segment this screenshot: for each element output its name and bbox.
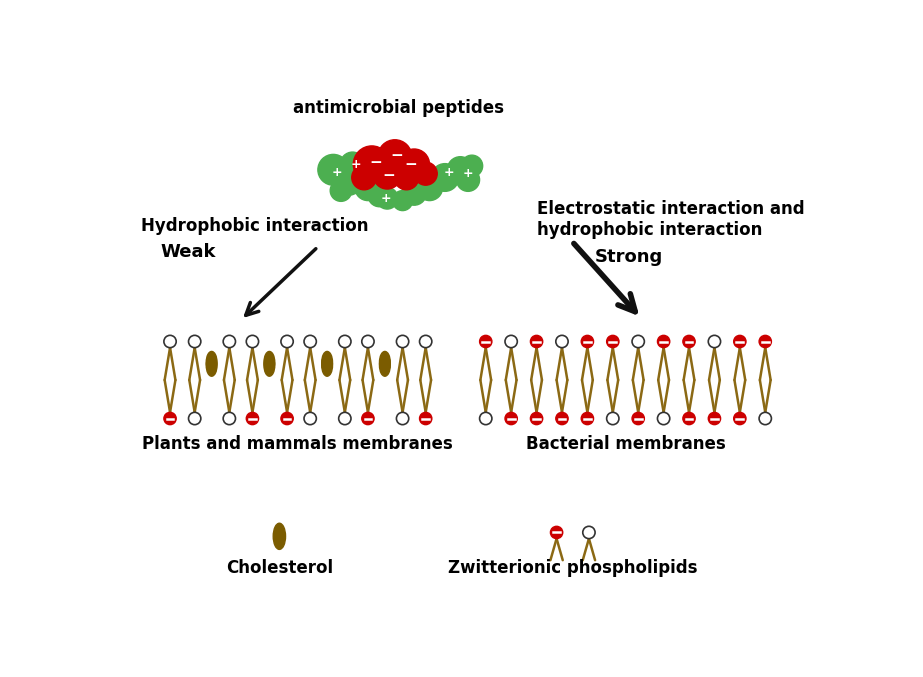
Circle shape [281,335,294,348]
Circle shape [420,412,432,424]
Circle shape [606,412,619,424]
Circle shape [581,412,593,424]
Circle shape [505,412,517,424]
Ellipse shape [264,351,275,373]
Circle shape [708,412,721,424]
Circle shape [354,175,381,200]
Circle shape [164,335,176,348]
Circle shape [377,188,398,209]
Circle shape [759,412,772,424]
Text: Zwitterionic phospholipids: Zwitterionic phospholipids [448,559,698,577]
Circle shape [339,335,351,348]
Circle shape [304,412,317,424]
Circle shape [759,335,772,348]
Circle shape [330,180,352,201]
Ellipse shape [322,351,332,373]
Circle shape [402,181,426,205]
Circle shape [188,335,201,348]
Ellipse shape [379,351,390,373]
Text: Bacterial membranes: Bacterial membranes [525,435,725,454]
Circle shape [448,156,473,183]
Circle shape [550,526,563,539]
Circle shape [246,412,258,424]
Circle shape [416,175,443,200]
Text: −: − [390,148,402,162]
Circle shape [657,335,670,348]
Circle shape [531,412,543,424]
Circle shape [394,165,419,190]
Circle shape [223,335,235,348]
Ellipse shape [379,355,390,376]
Circle shape [632,335,644,348]
Circle shape [352,165,377,190]
Circle shape [683,412,695,424]
Text: +: + [351,158,362,171]
Circle shape [657,412,670,424]
Circle shape [431,164,459,192]
Circle shape [396,412,409,424]
Ellipse shape [264,355,275,376]
Circle shape [188,412,201,424]
Text: +: + [332,166,342,179]
Ellipse shape [322,355,332,376]
Text: antimicrobial peptides: antimicrobial peptides [294,100,504,117]
Text: Plants and mammals membranes: Plants and mammals membranes [142,435,453,454]
Circle shape [399,149,429,180]
Circle shape [223,412,235,424]
Circle shape [304,335,317,348]
Ellipse shape [206,351,217,373]
Circle shape [632,412,644,424]
Circle shape [396,335,409,348]
Circle shape [734,335,746,348]
Circle shape [281,412,294,424]
Circle shape [480,412,492,424]
Circle shape [362,412,374,424]
Circle shape [392,191,413,211]
Circle shape [531,335,543,348]
Circle shape [505,335,517,348]
Circle shape [556,412,569,424]
Circle shape [414,162,438,185]
Text: Cholesterol: Cholesterol [226,559,333,577]
Circle shape [606,335,619,348]
Circle shape [318,154,349,185]
Circle shape [457,169,480,192]
Circle shape [581,335,593,348]
Circle shape [734,412,746,424]
Text: −: − [369,155,382,171]
Circle shape [480,335,492,348]
Circle shape [246,335,258,348]
Circle shape [373,161,401,189]
Circle shape [420,335,432,348]
Ellipse shape [206,355,217,376]
Text: Weak: Weak [160,243,216,261]
Text: +: + [380,192,391,204]
Circle shape [335,167,363,195]
Text: Electrostatic interaction and
hydrophobic interaction: Electrostatic interaction and hydrophobi… [537,200,805,239]
Circle shape [354,146,390,183]
Text: Strong: Strong [595,248,664,266]
Text: +: + [462,167,473,180]
Text: −: − [404,157,416,172]
Circle shape [462,155,483,177]
Circle shape [339,412,351,424]
Ellipse shape [273,523,285,550]
Circle shape [582,526,595,539]
Circle shape [683,335,695,348]
Circle shape [378,139,412,173]
Text: −: − [382,168,395,183]
Circle shape [362,335,374,348]
Circle shape [368,183,391,206]
Text: Hydrophobic interaction: Hydrophobic interaction [141,217,368,235]
Circle shape [341,152,365,177]
Circle shape [164,412,176,424]
Text: +: + [443,166,454,179]
Circle shape [708,335,721,348]
Circle shape [556,335,569,348]
